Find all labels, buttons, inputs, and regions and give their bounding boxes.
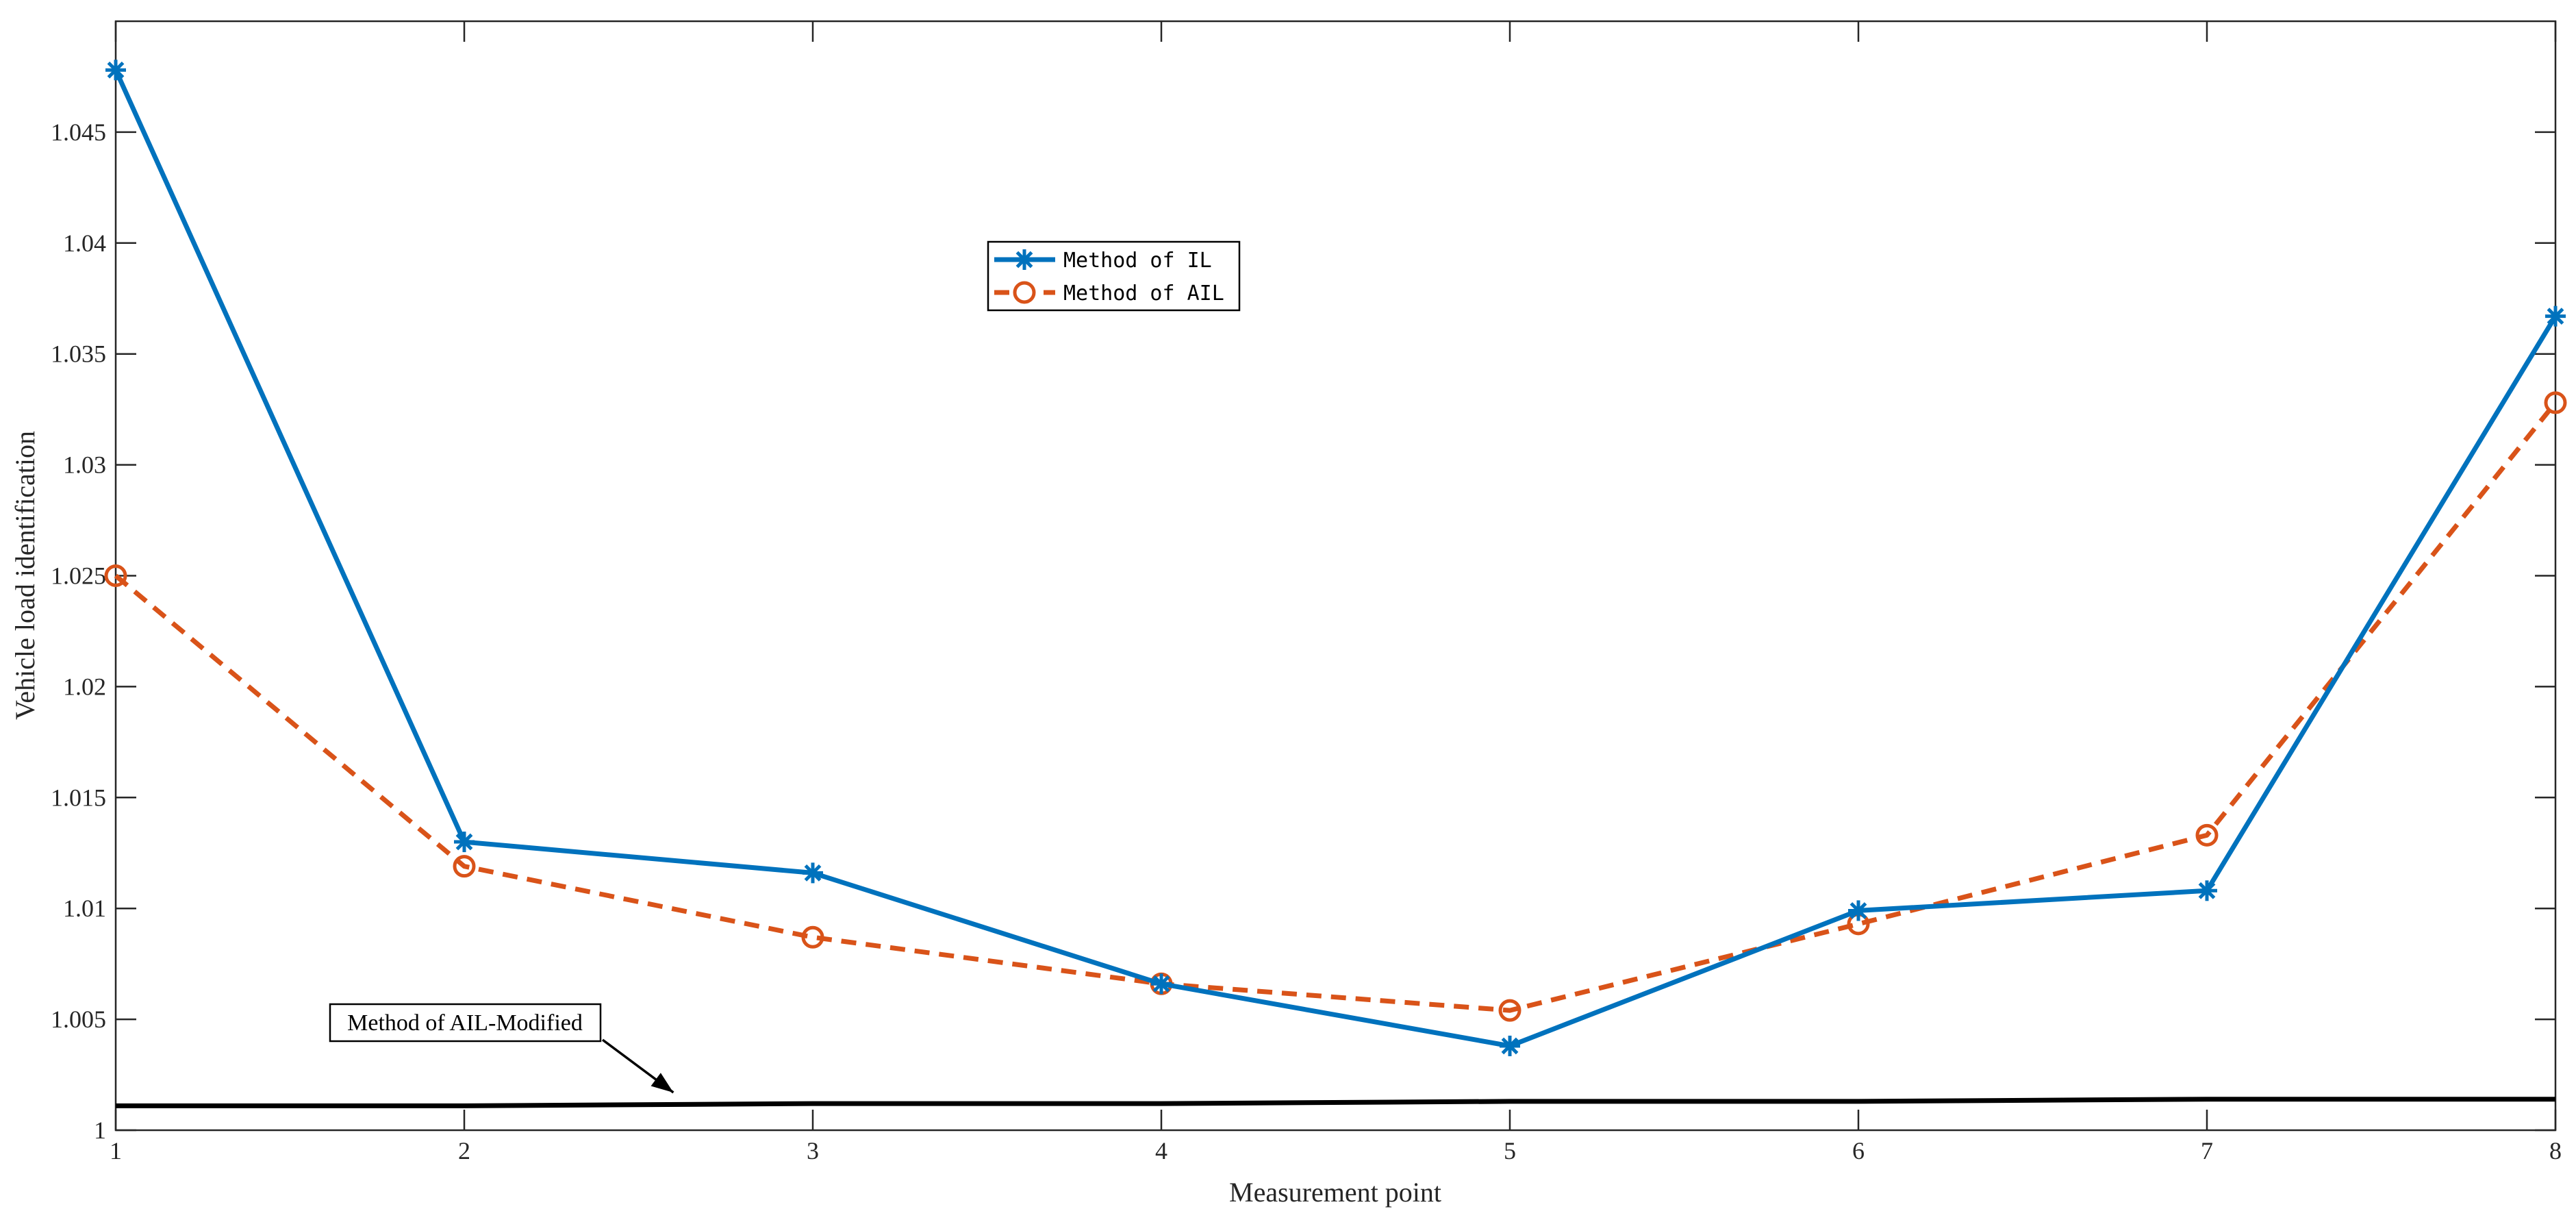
y-tick-label: 1.005	[51, 1006, 106, 1033]
data-point-method-of-il	[1848, 900, 1869, 921]
series-line-method-of-ail	[114, 401, 2558, 1013]
legend-label-il: Method of IL	[1063, 249, 1212, 273]
series-layer	[104, 60, 2567, 1108]
x-tick-label: 2	[458, 1137, 470, 1164]
plot-frame	[114, 20, 2557, 1132]
y-tick-label: 1.025	[51, 562, 106, 590]
x-tick-label: 3	[807, 1137, 819, 1164]
y-tick-label: 1	[94, 1117, 106, 1144]
annotation: Method of AIL-Modified	[329, 1003, 674, 1094]
annotation-box	[329, 1003, 602, 1043]
y-tick-label: 1.01	[63, 895, 106, 922]
x-tick-label: 1	[110, 1137, 122, 1164]
data-point-method-of-il	[2197, 880, 2217, 901]
marker-stroke	[107, 61, 125, 79]
legend-marker-ail	[1013, 281, 1036, 304]
marker-stroke	[1015, 251, 1033, 269]
data-point-method-of-il	[2545, 306, 2566, 327]
data-point-method-of-ail	[2195, 823, 2219, 847]
y-axis-title: Vehicle load identification	[10, 431, 40, 720]
legend-marker-stroke	[1014, 249, 1035, 270]
data-point-method-of-il	[1500, 1035, 1520, 1056]
y-tick-label: 1.04	[63, 229, 106, 257]
legend-marker-il	[1014, 249, 1035, 270]
data-point-method-of-ail	[2544, 391, 2567, 414]
data-point-method-of-il	[454, 832, 475, 853]
data-point-method-of-il	[105, 60, 126, 81]
marker-stroke	[1501, 1037, 1519, 1055]
marker-stroke	[2547, 308, 2564, 325]
legend-marker-circle	[1013, 281, 1036, 304]
x-tick-label: 8	[2549, 1137, 2562, 1164]
x-tick-label: 5	[1504, 1137, 1516, 1164]
data-point-method-of-ail	[1498, 999, 1521, 1022]
legend-label-ail: Method of AIL	[1063, 282, 1224, 306]
series-line-method-of-il	[113, 68, 2558, 1049]
x-tick-label: 6	[1852, 1137, 1865, 1164]
marker-stroke	[1849, 902, 1867, 919]
annotation-arrow-head	[651, 1073, 674, 1093]
y-tick-label: 1.035	[51, 340, 106, 368]
axis-ticks	[114, 21, 2557, 1132]
legend: Method of IL Method of AIL	[987, 240, 1241, 312]
data-point-method-of-il	[1151, 973, 1172, 995]
marker-stroke	[2198, 882, 2216, 899]
y-tick-label: 1.015	[51, 784, 106, 811]
y-tick-label: 1.03	[63, 451, 106, 479]
x-axis-title: Measurement point	[1229, 1177, 1441, 1208]
marker-stroke	[455, 833, 473, 851]
data-point-method-of-il	[803, 862, 823, 884]
x-tick-label: 4	[1155, 1137, 1167, 1164]
y-tick-labels: 1 1.005 1.01 1.015 1.02 1.025 1.03 1.035 1.04 1.0…	[51, 119, 106, 1144]
data-point-method-of-ail	[104, 564, 127, 587]
annotation-text: Method of AIL-Modified	[347, 1010, 583, 1036]
y-tick-label: 1.02	[63, 673, 106, 700]
y-tick-label: 1.045	[51, 119, 106, 146]
data-point-method-of-ail	[453, 855, 476, 878]
series-line-method-of-ail-modified	[116, 1097, 2555, 1108]
marker-stroke	[1152, 975, 1170, 993]
x-tick-labels: 1 2 3 4 5 6 7 8	[110, 1137, 2562, 1164]
x-tick-label: 7	[2201, 1137, 2213, 1164]
marker-stroke	[804, 864, 822, 882]
data-point-method-of-ail	[801, 925, 824, 949]
